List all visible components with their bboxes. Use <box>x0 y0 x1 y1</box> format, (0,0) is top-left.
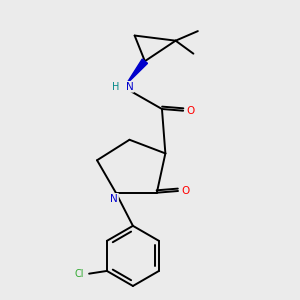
Text: O: O <box>182 186 190 196</box>
Text: Cl: Cl <box>75 269 84 279</box>
Text: N: N <box>110 194 118 204</box>
Polygon shape <box>126 59 148 84</box>
Text: N: N <box>126 82 134 92</box>
Text: O: O <box>187 106 195 116</box>
Text: H: H <box>112 82 119 92</box>
